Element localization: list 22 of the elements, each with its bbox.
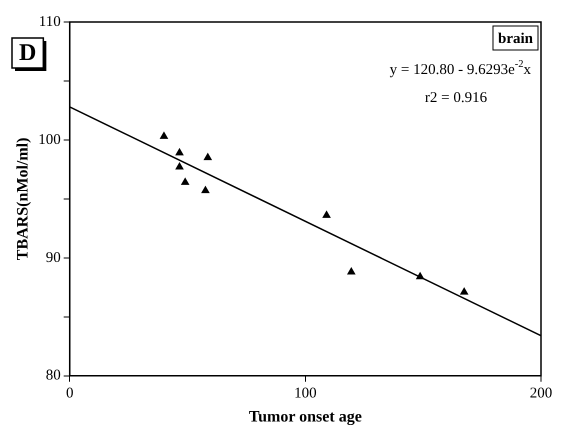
point (322, 210, 331, 218)
x-tick-label: 0 (66, 386, 74, 402)
point (201, 186, 210, 194)
annotation: brain (498, 30, 534, 47)
x-axis-title: Tumor onset age (248, 408, 362, 426)
y-tick-label: 100 (38, 132, 61, 148)
point (160, 132, 168, 139)
point (176, 162, 184, 170)
x-tick-label: 200 (530, 386, 552, 402)
point (460, 288, 468, 295)
point (204, 153, 212, 160)
y-axis-title: TBARS(nMol/ml) (14, 138, 32, 260)
point (347, 268, 356, 275)
point (181, 178, 190, 185)
y-tick-label: 80 (46, 368, 61, 384)
text: D (18, 40, 36, 66)
point (176, 148, 184, 156)
point (416, 272, 424, 280)
y-tick-label: 90 (46, 250, 61, 266)
y-tick-label: 110 (38, 14, 61, 30)
annotation: r2 = 0.916 (424, 90, 488, 106)
x-tick-label: 100 (294, 386, 317, 402)
